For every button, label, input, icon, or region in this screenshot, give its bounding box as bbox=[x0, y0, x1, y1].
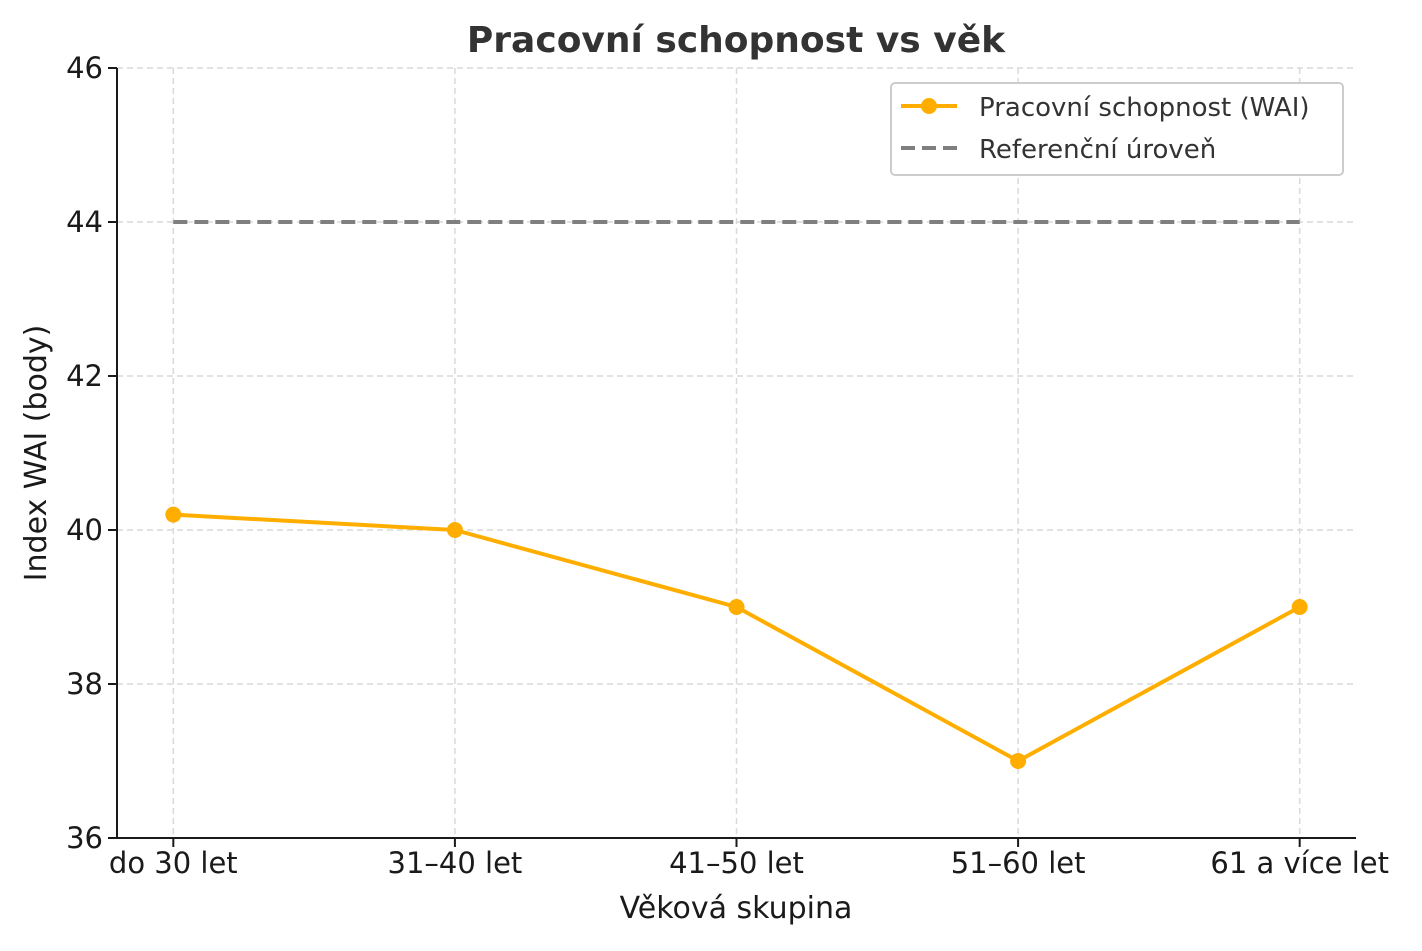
y-tick-label: 46 bbox=[66, 51, 103, 85]
x-tick-label: do 30 let bbox=[109, 846, 238, 880]
chart-title: Pracovní schopnost vs věk bbox=[467, 20, 1006, 61]
wai-data-point bbox=[1291, 599, 1308, 615]
x-tick-label: 41–50 let bbox=[669, 846, 804, 880]
wai-data-point bbox=[446, 522, 463, 538]
y-tick-label: 44 bbox=[66, 205, 103, 239]
x-tick-label: 51–60 let bbox=[951, 846, 1086, 880]
legend: Pracovní schopnost (WAI) Referenční úrov… bbox=[890, 82, 1344, 176]
wai-data-point bbox=[728, 599, 745, 615]
legend-label-wai: Pracovní schopnost (WAI) bbox=[979, 93, 1310, 123]
legend-label-reference: Referenční úroveň bbox=[979, 135, 1216, 165]
y-tick-label: 40 bbox=[66, 513, 103, 547]
legend-box bbox=[890, 82, 1344, 176]
y-tick-label: 36 bbox=[66, 821, 103, 855]
legend-marker-wai bbox=[921, 98, 937, 114]
x-axis-label: Věková skupina bbox=[620, 891, 853, 926]
y-tick-label: 42 bbox=[66, 359, 103, 393]
wai-data-point bbox=[165, 506, 182, 523]
x-tick-label: 61 a více let bbox=[1210, 846, 1389, 880]
y-axis-label: Index WAI (body) bbox=[19, 325, 54, 582]
y-tick-label: 38 bbox=[66, 667, 103, 701]
wai-data-point bbox=[1010, 753, 1027, 769]
x-tick-label: 31–40 let bbox=[388, 846, 523, 880]
